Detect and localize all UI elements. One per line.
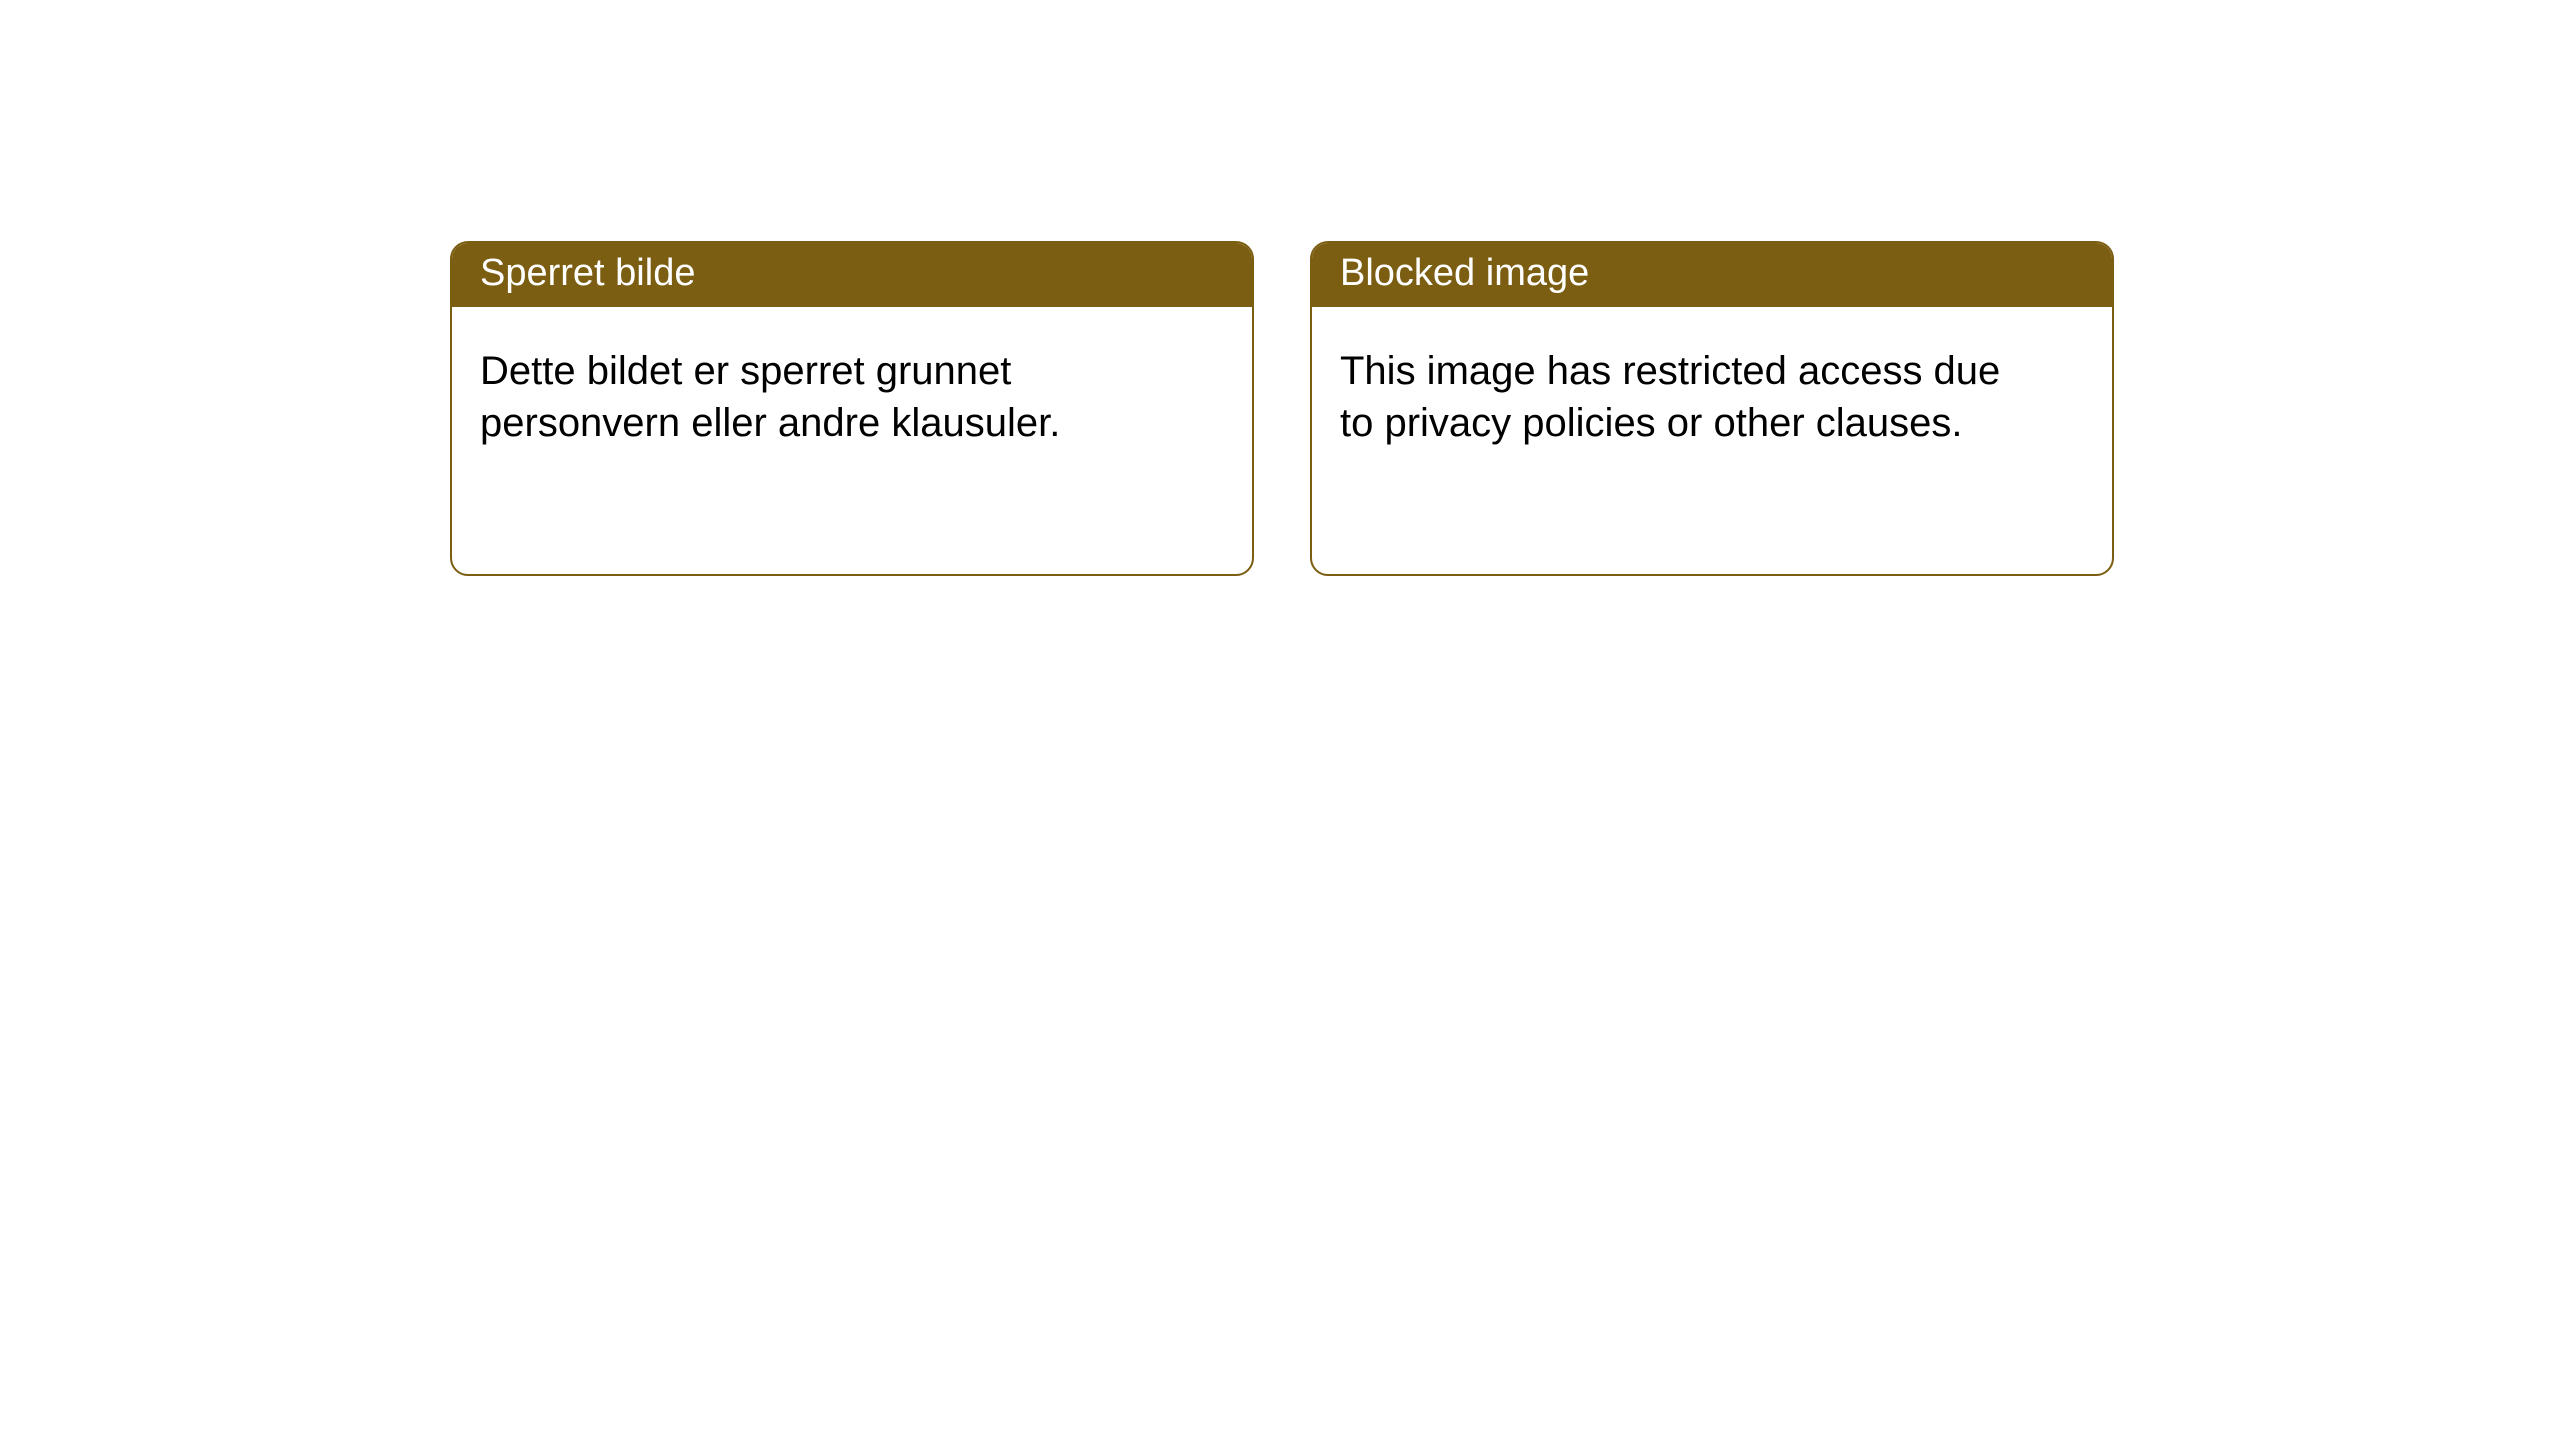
panel-title-en: Blocked image [1312, 243, 2112, 307]
panel-title-no: Sperret bilde [452, 243, 1252, 307]
panels-container: Sperret bilde Dette bildet er sperret gr… [0, 0, 2560, 576]
blocked-image-panel-en: Blocked image This image has restricted … [1310, 241, 2114, 576]
blocked-image-panel-no: Sperret bilde Dette bildet er sperret gr… [450, 241, 1254, 576]
panel-body-en: This image has restricted access due to … [1312, 307, 2032, 477]
panel-body-no: Dette bildet er sperret grunnet personve… [452, 307, 1172, 477]
